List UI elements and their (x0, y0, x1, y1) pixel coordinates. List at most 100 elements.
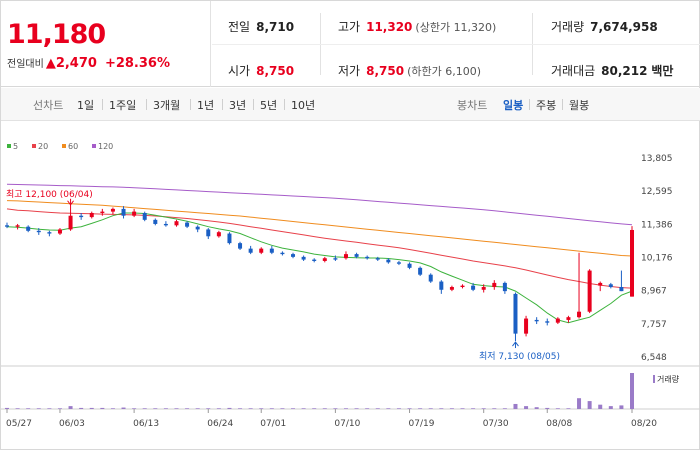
up-arrow-icon: ▲ (45, 56, 56, 71)
volume-bar (195, 408, 200, 409)
volume-bar (598, 404, 603, 409)
stat-open: 시가 8,750 (228, 62, 294, 79)
candle-down (428, 274, 433, 282)
volume-bar (291, 408, 296, 409)
change-value: 2,470 (55, 56, 97, 71)
divider (562, 99, 563, 110)
high-arrowhead (67, 200, 74, 206)
volume-bar (524, 406, 529, 409)
candle-up (259, 248, 264, 253)
candle-up (322, 258, 327, 261)
price-box: 11,180 전일대비 ▲2,470 +28.36% (1, 1, 211, 87)
volume-bar (449, 408, 454, 409)
candle-down (407, 263, 412, 268)
candle-up (630, 229, 634, 297)
volume-bar (545, 407, 550, 409)
candle-down (206, 229, 211, 237)
lower-limit-value: 6,100) (445, 65, 482, 78)
legend-label: 5 (13, 142, 18, 151)
candle-weekly[interactable]: 주봉 (536, 99, 557, 112)
legend-label: 60 (68, 142, 78, 151)
period-5y[interactable]: 5년 (260, 99, 278, 112)
candle-down (280, 252, 285, 255)
volume-bar (502, 408, 507, 409)
candle-down (354, 254, 359, 257)
stat-label: 시가 (228, 64, 251, 78)
high-annotation: 최고 12,100 (06/04) (6, 189, 93, 200)
volume-bar (492, 408, 497, 409)
candle-down (312, 259, 317, 261)
divider (190, 99, 191, 110)
x-tick-label: 07/19 (409, 419, 435, 429)
stat-label: 전일 (228, 20, 251, 34)
y-tick-label: 12,595 (641, 187, 673, 197)
x-tick-label: 07/30 (483, 419, 509, 429)
volume-bar (365, 408, 370, 409)
candle-up (598, 282, 603, 286)
candle-down (375, 258, 380, 260)
volume-bar (386, 408, 391, 409)
x-tick-label: 08/20 (631, 419, 657, 429)
period-1d[interactable]: 1일 (77, 99, 95, 112)
stat-label: 거래대금 (551, 64, 596, 78)
candle-down (301, 256, 306, 260)
volume-bar (269, 408, 274, 409)
stat-high: 고가 11,320 (상한가 11,320) (338, 18, 496, 35)
candle-down (396, 262, 401, 264)
x-tick-label: 06/24 (207, 419, 233, 429)
volume-bar (79, 407, 84, 409)
ma120-line (6, 183, 633, 226)
change-row: 전일대비 ▲2,470 +28.36% (7, 55, 170, 71)
period-10y[interactable]: 10년 (291, 99, 316, 112)
volume-bar (322, 408, 327, 409)
stat-label: 거래량 (551, 20, 585, 34)
y-tick-label: 13,805 (641, 154, 673, 164)
candle-monthly[interactable]: 월봉 (569, 99, 590, 112)
y-tick-label: 11,386 (641, 220, 673, 230)
x-tick-label: 08/08 (546, 419, 572, 429)
volume-bar (428, 408, 433, 409)
volume-bar (174, 408, 179, 409)
current-price: 11,180 (7, 19, 106, 50)
volume-bar (343, 408, 348, 409)
period-1w[interactable]: 1주일 (109, 99, 137, 112)
volume-bar (333, 408, 338, 409)
candle-up (100, 211, 105, 213)
period-3m[interactable]: 3개월 (153, 99, 181, 112)
stat-value: 11,320 (366, 20, 413, 34)
volume-bar (481, 408, 486, 409)
volume-bar (354, 408, 359, 409)
candle-up (15, 225, 20, 227)
volume-bar (460, 408, 465, 409)
x-tick-label: 05/27 (6, 419, 32, 429)
candle-up (492, 282, 497, 288)
upper-limit-label: (상한가 (415, 21, 451, 34)
quote-header: 11,180 전일대비 ▲2,470 +28.36% 전일 8,710 시가 8,750… (1, 1, 700, 87)
volume-bar (15, 408, 20, 409)
volume-bar (153, 408, 158, 409)
y-tick-label: 8,967 (641, 287, 667, 297)
candle-daily[interactable]: 일봉 (503, 99, 524, 112)
volume-bar (216, 408, 221, 409)
period-3y[interactable]: 3년 (229, 99, 247, 112)
volume-bar (121, 407, 126, 409)
candle-down (608, 284, 613, 288)
volume-bar (587, 401, 592, 409)
candle-down (333, 258, 338, 260)
low-annotation: 최저 7,130 (08/05) (479, 351, 560, 362)
volume-bar (439, 408, 444, 409)
stat-label: 저가 (338, 64, 361, 78)
y-tick-label: 6,548 (641, 353, 667, 363)
stat-value: 7,674,958 (590, 20, 658, 34)
candle-down (471, 285, 476, 290)
candle-down (291, 254, 296, 257)
candle-up (89, 212, 94, 218)
candle-up (587, 270, 592, 312)
volume-bar (534, 407, 539, 409)
candle-down (365, 256, 370, 259)
volume-bar (312, 408, 317, 409)
stat-label: 고가 (338, 20, 361, 34)
period-1y[interactable]: 1년 (197, 99, 215, 112)
volume-bar (375, 408, 380, 409)
